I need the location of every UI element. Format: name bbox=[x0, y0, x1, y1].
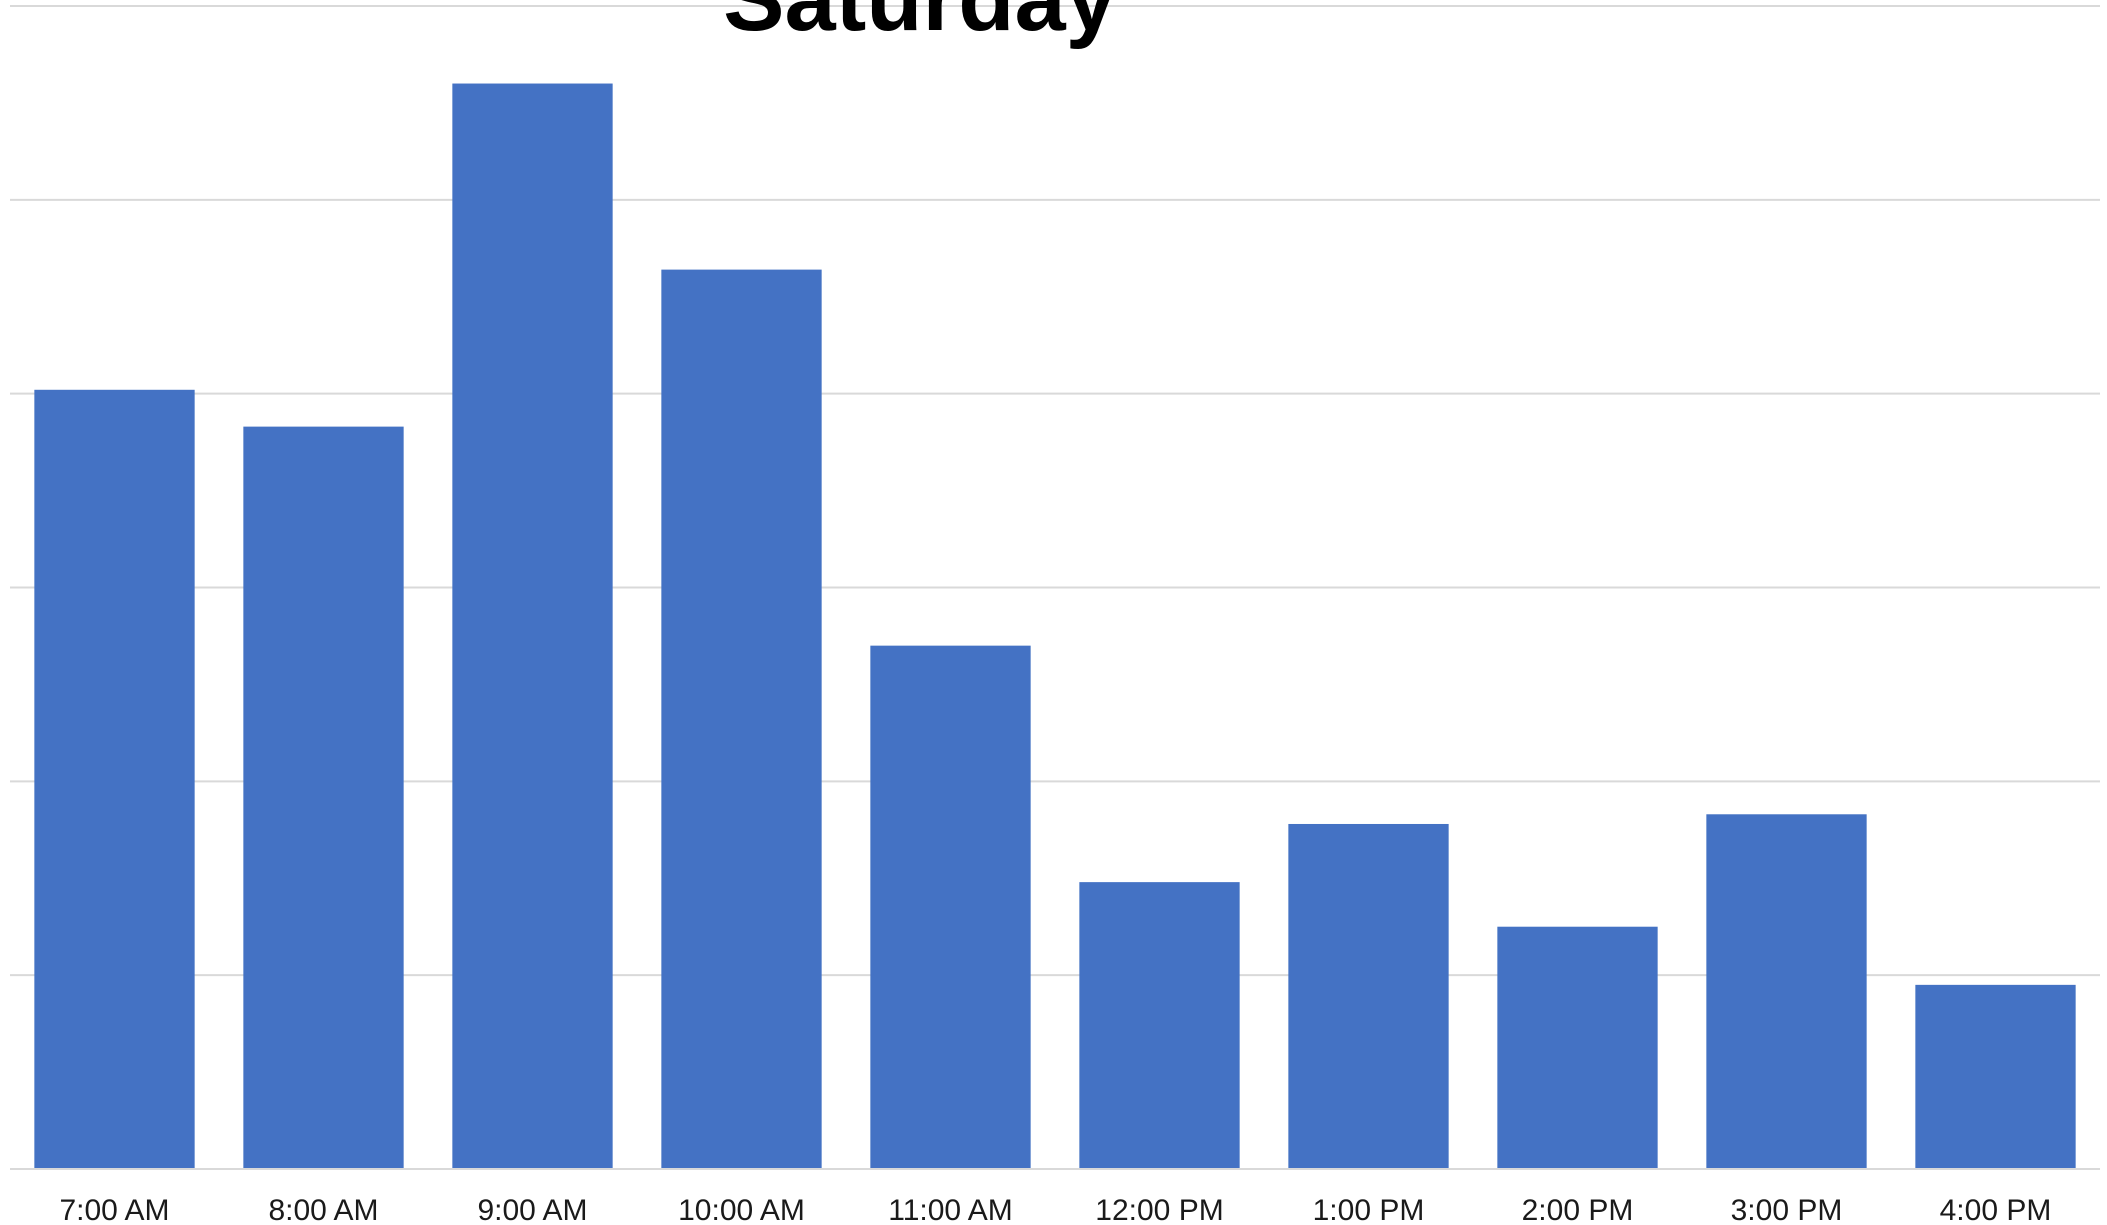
bar-10-00-am bbox=[661, 269, 822, 1169]
bar-9-00-am bbox=[452, 83, 613, 1170]
x-tick-label: 4:00 PM bbox=[1940, 1194, 2052, 1225]
bar-3-00-pm bbox=[1706, 814, 1867, 1169]
x-tick-labels: 7:00 AM 8:00 AM 9:00 AM 10:00 AM 11:00 AM 12:… bbox=[59, 1194, 2051, 1225]
bar-12-00-pm bbox=[1079, 882, 1240, 1169]
x-tick-label: 9:00 AM bbox=[477, 1194, 587, 1225]
x-tick-label: 10:00 AM bbox=[678, 1194, 805, 1225]
x-tick-label: 3:00 PM bbox=[1731, 1194, 1843, 1225]
bar-11-00-am bbox=[870, 645, 1031, 1169]
x-tick-label: 1:00 PM bbox=[1313, 1194, 1425, 1225]
bar-4-00-pm bbox=[1915, 984, 2076, 1169]
chart-title: Saturday bbox=[723, 0, 1117, 50]
x-tick-label: 7:00 AM bbox=[59, 1194, 169, 1225]
x-tick-label: 2:00 PM bbox=[1522, 1194, 1634, 1225]
bar-7-00-am bbox=[34, 389, 195, 1169]
x-tick-label: 12:00 PM bbox=[1095, 1194, 1223, 1225]
bar-1-00-pm bbox=[1288, 823, 1449, 1169]
bar-2-00-pm bbox=[1497, 926, 1658, 1169]
bars bbox=[34, 83, 2076, 1170]
x-tick-label: 8:00 AM bbox=[268, 1194, 378, 1225]
x-tick-label: 11:00 AM bbox=[888, 1194, 1013, 1225]
bar-8-00-am bbox=[243, 426, 404, 1169]
